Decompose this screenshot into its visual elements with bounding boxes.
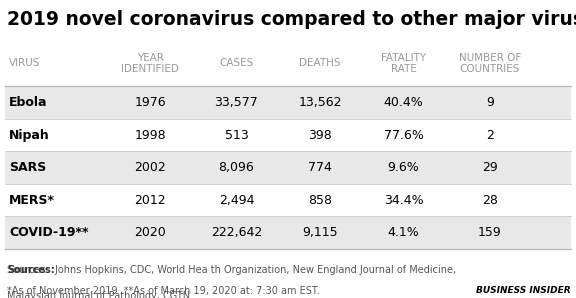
Bar [5,86,571,119]
Text: BUSINESS INSIDER: BUSINESS INSIDER [476,286,570,295]
Text: NUMBER OF
COUNTRIES: NUMBER OF COUNTRIES [458,52,521,74]
Text: 9.6%: 9.6% [388,161,419,174]
Text: 2012: 2012 [134,194,166,207]
Text: Malaysian Journal of Pathology, CGTN: Malaysian Journal of Pathology, CGTN [7,291,190,298]
Text: 2: 2 [486,129,494,142]
Text: Sources:: Sources: [7,265,55,275]
Text: DEATHS: DEATHS [299,58,341,68]
Text: 40.4%: 40.4% [384,96,423,109]
Text: 4.1%: 4.1% [388,226,419,239]
Text: 159: 159 [478,226,502,239]
Text: 29: 29 [482,161,498,174]
Text: 2019 novel coronavirus compared to other major viruses: 2019 novel coronavirus compared to other… [7,10,576,30]
Text: 77.6%: 77.6% [384,129,423,142]
Text: 513: 513 [225,129,248,142]
Text: 1976: 1976 [134,96,166,109]
Text: Nipah: Nipah [9,129,50,142]
Text: MERS*: MERS* [9,194,55,207]
Text: 858: 858 [308,194,332,207]
Text: *As of November 2019  **As of March 19, 2020 at: 7:30 am EST.: *As of November 2019 **As of March 19, 2… [7,286,320,296]
Text: 398: 398 [308,129,332,142]
Text: CASES: CASES [219,58,253,68]
Text: COVID-19**: COVID-19** [9,226,89,239]
Text: 1998: 1998 [134,129,166,142]
Text: 2002: 2002 [134,161,166,174]
Text: 13,562: 13,562 [298,96,342,109]
Text: 9: 9 [486,96,494,109]
Text: 2020: 2020 [134,226,166,239]
Bar [5,216,571,249]
Text: 28: 28 [482,194,498,207]
Text: 222,642: 222,642 [211,226,262,239]
Text: Ebola: Ebola [9,96,48,109]
Bar [5,151,571,184]
Text: 33,577: 33,577 [215,96,258,109]
Text: 2,494: 2,494 [219,194,254,207]
Text: 9,115: 9,115 [302,226,338,239]
Text: YEAR
IDENTIFIED: YEAR IDENTIFIED [121,52,179,74]
Text: SARS: SARS [9,161,47,174]
Text: VIRUS: VIRUS [9,58,40,68]
Text: 8,096: 8,096 [218,161,255,174]
Text: 34.4%: 34.4% [384,194,423,207]
Text: Sources:  Johns Hopkins, CDC, World Hea th Organization, New England Journal of : Sources: Johns Hopkins, CDC, World Hea t… [7,265,456,275]
Text: FATALITY
RATE: FATALITY RATE [381,52,426,74]
Text: 774: 774 [308,161,332,174]
